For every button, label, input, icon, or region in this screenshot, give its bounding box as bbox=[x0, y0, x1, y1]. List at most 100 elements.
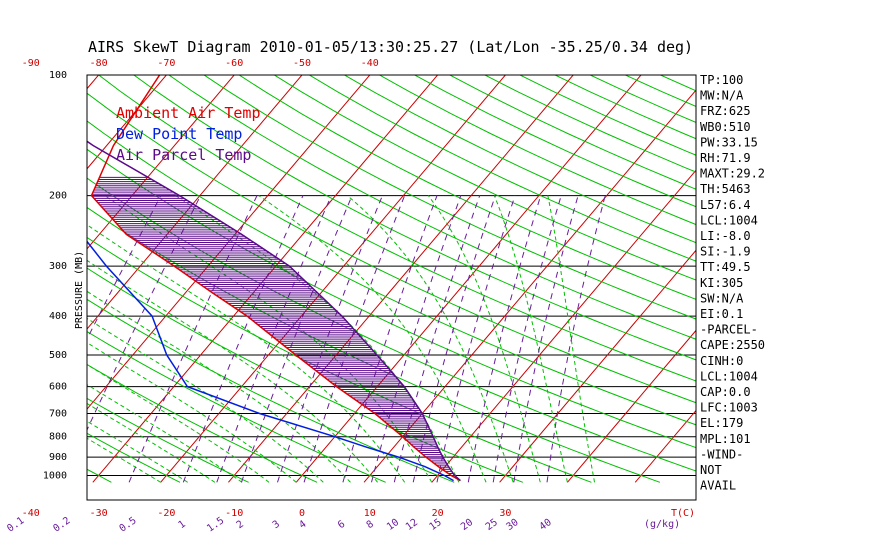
mixing-ratio-line bbox=[241, 195, 353, 483]
isotherm-line bbox=[87, 75, 100, 90]
isotherm-line bbox=[295, 75, 642, 483]
legend: Ambient Air Temp Dew Point Temp Air Parc… bbox=[116, 104, 261, 164]
cape-hatching bbox=[92, 176, 460, 481]
moist-adiabat bbox=[427, 195, 541, 483]
index-entry: KI:305 bbox=[700, 276, 743, 290]
dry-adiabat bbox=[659, 75, 696, 92]
index-entry: L57:6.4 bbox=[700, 198, 751, 212]
mixing-ratio-axis: 0.1 0.2 0.5 1 1.5 2 3 4 6 8 10 12 15 20 25 30 40 bbox=[5, 515, 553, 534]
mixing-ratio-unit: (g/kg) bbox=[644, 519, 680, 530]
plot-frame bbox=[86, 74, 697, 501]
index-entry: CINH:0 bbox=[700, 354, 743, 368]
moist-adiabat bbox=[104, 195, 433, 483]
index-entry: MPL:101 bbox=[700, 432, 751, 446]
dry-adiabat bbox=[97, 75, 696, 382]
mixing-ratio-tick-label: 30 bbox=[504, 517, 520, 533]
index-entry: SI:-1.9 bbox=[700, 245, 751, 259]
index-entry: WB0:510 bbox=[700, 120, 751, 134]
pressure-tick-label: 600 bbox=[49, 382, 67, 393]
dry-adiabat bbox=[168, 75, 696, 340]
isotherm-line bbox=[87, 75, 235, 250]
mixing-ratio-tick-label: 40 bbox=[538, 517, 554, 533]
mixing-ratio-tick-label: 15 bbox=[428, 517, 444, 533]
mixing-ratio-tick-label: 3 bbox=[271, 519, 282, 531]
pressure-axis: 100 200 300 400 500 600 700 800 900 1000 bbox=[43, 70, 67, 482]
index-entry: -PARCEL- bbox=[700, 323, 758, 337]
index-entry: LCL:1004 bbox=[700, 369, 758, 383]
pressure-tick-label: 500 bbox=[49, 350, 67, 361]
mixing-ratio-line bbox=[467, 195, 542, 483]
dry-adiabat bbox=[87, 120, 696, 426]
dry-adiabat bbox=[87, 267, 523, 483]
isotherm-line bbox=[0, 66, 38, 482]
profile-lines bbox=[87, 75, 461, 482]
isotherm-line bbox=[363, 89, 696, 483]
isotherm-line bbox=[431, 169, 696, 483]
bottom-temp-tick-label: -10 bbox=[225, 508, 243, 519]
index-entry: CAPE:2550 bbox=[700, 338, 765, 352]
dry-adiabat bbox=[779, 66, 870, 482]
air-parcel-temp-line bbox=[87, 140, 461, 482]
dry-adiabat bbox=[343, 75, 696, 244]
index-entry: LFC:1003 bbox=[700, 401, 758, 415]
moist-adiabat bbox=[547, 195, 595, 483]
pressure-tick-label: 900 bbox=[49, 452, 67, 463]
dry-adiabat bbox=[203, 75, 696, 320]
index-entry: PW:33.15 bbox=[700, 135, 758, 149]
pressure-tick-label: 400 bbox=[49, 311, 67, 322]
index-entry: LCL:1004 bbox=[700, 213, 758, 227]
mixing-ratio-tick-label: 25 bbox=[484, 517, 500, 533]
mixing-ratio-tick-label: 0.5 bbox=[118, 515, 139, 534]
dry-adiabat bbox=[87, 363, 318, 483]
index-entry: LI:-8.0 bbox=[700, 229, 751, 243]
bottom-temp-tick-label: 10 bbox=[364, 508, 376, 519]
mixing-ratio-line bbox=[216, 195, 332, 483]
top-temperature-axis: -120-110-100-90-80-70-60-50-40 bbox=[22, 58, 379, 69]
mixing-ratio-line bbox=[303, 195, 406, 483]
mixing-ratio-tick-label: 20 bbox=[459, 517, 475, 533]
legend-ambient-air-temp: Ambient Air Temp bbox=[116, 104, 261, 122]
moist-adiabat bbox=[87, 363, 270, 483]
index-entry: -WIND- bbox=[700, 447, 743, 461]
dry-adiabat bbox=[87, 397, 249, 483]
pressure-tick-label: 700 bbox=[49, 409, 67, 420]
dry-adiabat bbox=[0, 66, 43, 482]
index-entry: MAXT:29.2 bbox=[700, 167, 765, 181]
top-temp-tick-label: -50 bbox=[293, 58, 311, 69]
mixing-ratio-tick-label: 0.2 bbox=[51, 515, 72, 534]
top-temp-tick-label: -70 bbox=[157, 58, 175, 69]
dew-point-temp-line bbox=[87, 240, 454, 482]
mixing-ratio-tick-label: 8 bbox=[365, 519, 376, 531]
pressure-tick-label: 1000 bbox=[43, 471, 67, 482]
mixing-ratio-tick-label: 6 bbox=[336, 519, 347, 531]
moist-adiabat bbox=[87, 259, 378, 483]
dry-adiabat bbox=[273, 75, 696, 281]
top-temp-tick-label: -80 bbox=[90, 58, 108, 69]
index-entry: FRZ:625 bbox=[700, 104, 751, 118]
pressure-axis-label: PRESSURE (MB) bbox=[74, 251, 85, 329]
mixing-ratio-line bbox=[128, 195, 258, 483]
pressure-tick-label: 200 bbox=[49, 191, 67, 202]
mixing-ratio-tick-label: 12 bbox=[404, 517, 420, 533]
index-entry: NOT bbox=[700, 463, 722, 477]
index-entry: EI:0.1 bbox=[700, 307, 743, 321]
bottom-temp-tick-label: 20 bbox=[432, 508, 444, 519]
dry-adiabat bbox=[87, 330, 386, 483]
bottom-temp-tick-label: -40 bbox=[22, 508, 40, 519]
index-entry: CAP:0.0 bbox=[700, 385, 751, 399]
moist-adiabat bbox=[258, 195, 487, 483]
mixing-ratio-tick-label: 10 bbox=[385, 517, 401, 533]
bottom-temp-tick-label: 0 bbox=[299, 508, 305, 519]
index-entry: TT:49.5 bbox=[700, 260, 751, 274]
top-temp-tick-label: -40 bbox=[361, 58, 379, 69]
isotherm-line bbox=[499, 249, 696, 483]
ambient-air-temp-line bbox=[90, 75, 461, 482]
mixing-ratio-line bbox=[492, 195, 562, 483]
dry-adiabat bbox=[448, 75, 696, 190]
pressure-tick-label: 300 bbox=[49, 261, 67, 272]
legend-dew-point-temp: Dew Point Temp bbox=[116, 125, 242, 143]
dry-adiabat bbox=[133, 75, 696, 361]
